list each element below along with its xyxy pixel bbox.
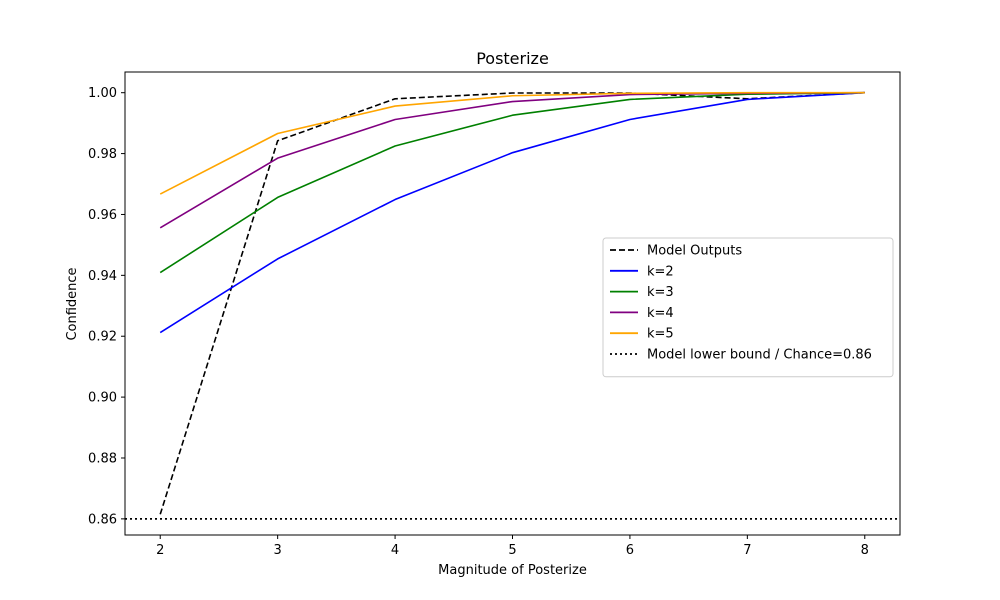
- y-tick-label: 0.98: [88, 147, 117, 162]
- series-line-1: [159, 91, 865, 334]
- x-tick-label: 4: [391, 543, 399, 558]
- series-line-4: [159, 91, 865, 195]
- x-tick-label: 5: [508, 543, 516, 558]
- x-tick-label: 8: [861, 543, 869, 558]
- y-tick-label: 0.94: [88, 269, 117, 284]
- legend: Model Outputs k=2 k=3 k=4 k=5 Model lower bou…: [602, 237, 894, 378]
- y-tick-label: 1.00: [88, 86, 117, 101]
- legend-box: [602, 237, 894, 378]
- legend-label: k=5: [647, 327, 674, 342]
- x-tick-label: 3: [274, 543, 282, 558]
- x-tick-label: 7: [743, 543, 751, 558]
- x-tick-label: 6: [626, 543, 634, 558]
- y-tick-label: 0.88: [88, 451, 117, 466]
- plot-area: 2 3 4 5 6 7 8 0.86 0.88 0.90 0.92 0.94 0.96 0.98 1.00 M…: [88, 71, 901, 558]
- legend-label: k=4: [647, 306, 674, 321]
- x-axis-label: Magnitude of Posterize: [438, 563, 587, 578]
- legend-label: Model lower bound / Chance=0.86: [647, 348, 872, 363]
- x-tick-label: 2: [156, 543, 164, 558]
- y-tick-label: 0.86: [88, 512, 117, 527]
- legend-label: k=3: [647, 285, 674, 300]
- legend-label: Model Outputs: [647, 244, 742, 259]
- series-line-2: [159, 91, 865, 274]
- y-tick-label: 0.96: [88, 208, 117, 223]
- y-axis-label: Confidence: [65, 267, 80, 340]
- y-tick-label: 0.90: [88, 391, 117, 406]
- legend-label: k=2: [647, 264, 674, 279]
- y-tick-label: 0.92: [88, 330, 117, 345]
- chart-title: Posterize: [476, 49, 549, 68]
